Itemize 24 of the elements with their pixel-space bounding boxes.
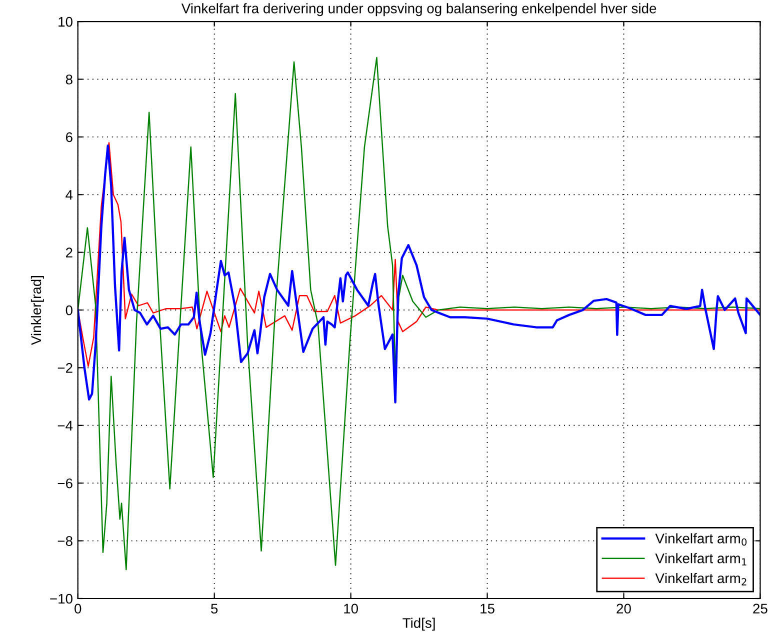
y-tick-label: 8: [66, 74, 72, 84]
y-axis-title: Vinkler[rad]: [30, 276, 44, 345]
y-tick-label: 0: [66, 305, 72, 316]
x-tick-label: 10: [344, 604, 358, 614]
y-tick-label: −8: [58, 536, 72, 546]
y-tick-label: 6: [66, 132, 72, 142]
x-tick-label: 20: [616, 604, 631, 614]
y-tick-label: −6: [58, 478, 72, 488]
x-tick-label: 15: [480, 604, 494, 614]
x-tick-label: 0: [74, 604, 82, 614]
y-tick-label: 10: [58, 16, 72, 27]
line-series: [78, 56, 760, 570]
y-tick-label: −4: [58, 420, 73, 430]
y-tick-label: −10: [50, 594, 72, 604]
chart-title: Vinkelfart fra derivering under oppsving og balansering enkelpendel hver side: [181, 3, 656, 16]
legend-label: Vinkelfart arm$_{1}$: [655, 553, 746, 566]
legend-label: Vinkelfart arm$_{2}$: [655, 572, 746, 586]
legend-label: Vinkelfart arm$_{0}$: [655, 533, 747, 546]
y-tick-label: 2: [66, 248, 72, 258]
y-tick-label: −2: [58, 363, 72, 373]
y-tick-label: 4: [66, 190, 73, 200]
x-tick-label: 5: [211, 604, 218, 614]
x-tick-label: 25: [753, 604, 768, 614]
x-axis-title: Tid[s]: [402, 618, 435, 631]
